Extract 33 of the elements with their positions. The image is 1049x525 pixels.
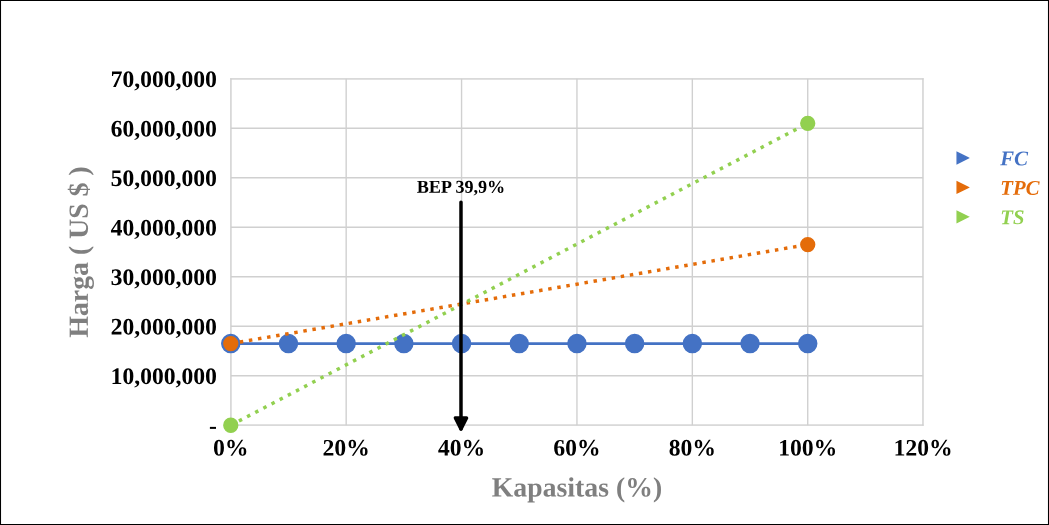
x-tick-label: 20% <box>323 439 368 456</box>
point <box>682 333 703 354</box>
legend-label: FC <box>1000 151 1029 166</box>
point <box>567 333 587 354</box>
point <box>624 333 645 354</box>
y-tick-label: 70,000,000 <box>111 71 216 91</box>
y-tick-label: 40,000,000 <box>110 219 216 240</box>
y-tick-label: - <box>209 426 217 429</box>
x-tick-label: 80% <box>669 439 714 456</box>
point <box>798 333 818 354</box>
y-tick-label: 50,000,000 <box>111 170 216 190</box>
annotation: BEP 39,9% <box>417 180 504 196</box>
y-tick-label: 60,000,000 <box>111 120 216 141</box>
x-tick-label: 100% <box>780 439 836 456</box>
x-tick-label: 0% <box>213 439 247 456</box>
x-tick-label: 60% <box>554 439 599 456</box>
point <box>740 333 760 354</box>
y-axis-title: Harga ( US $ ) <box>67 167 94 338</box>
point <box>800 236 816 253</box>
point <box>336 333 356 354</box>
y-tick-label: 30,000,000 <box>111 269 216 289</box>
point <box>223 417 239 433</box>
x-tick-label: 40% <box>438 439 483 456</box>
legend-label: TPC <box>1001 180 1040 195</box>
y-tick-label: 10,000,000 <box>112 368 216 388</box>
point <box>278 333 299 354</box>
y-tick-label: 20,000,000 <box>111 318 216 339</box>
x-axis-title: Kapasitas (%) <box>492 477 661 503</box>
x-tick-label: 120% <box>895 439 951 456</box>
legend-label: TS <box>1001 210 1024 225</box>
point <box>800 115 816 131</box>
point <box>509 333 529 354</box>
point <box>394 333 414 354</box>
